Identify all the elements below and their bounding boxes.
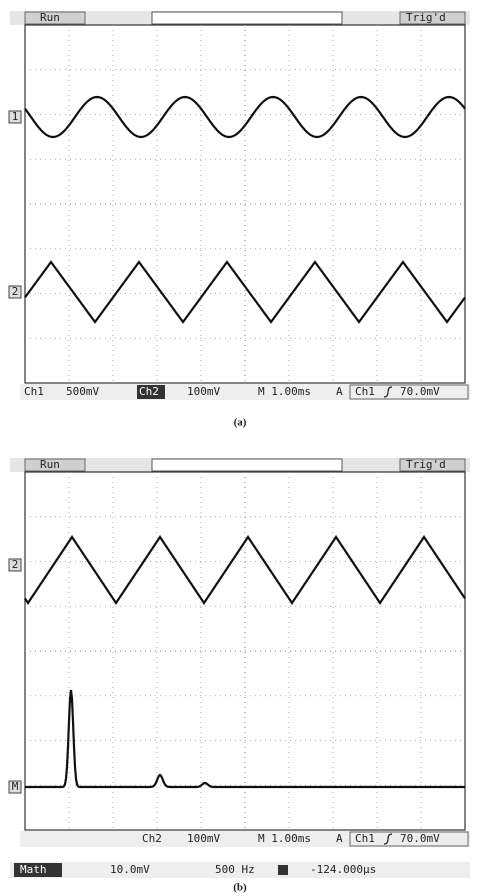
record-bar [151,11,343,25]
trigger-box [399,11,466,25]
trigger-status: Trig'd [406,11,446,24]
caption: (a) [234,417,247,429]
status-box [24,458,86,472]
status: Run [40,11,60,24]
math-label: Math [20,863,47,876]
ch2-box [137,385,165,399]
ch1-trace [24,95,466,139]
readout-bar [20,384,470,400]
ch2-label: Ch2 [139,385,159,398]
position-icon [278,865,288,875]
math-position: -124.000µs [310,863,376,876]
math-box [14,863,62,877]
trigger-status: Trig'd [406,458,446,471]
slope-icon [383,833,393,845]
channel-marker: 2 [12,558,19,571]
ch1-label: Ch1 [24,385,44,398]
channel-marker-box [8,110,22,124]
ch2-scale: 100mV [187,385,220,398]
status: Run [40,458,60,471]
ch2-trace [24,260,466,324]
trigger-mode: A [336,385,343,398]
status-box [24,11,86,25]
readout-bar [20,831,470,847]
trigger-readout-box [349,831,469,847]
record-bar [151,458,343,472]
channel-marker: 2 [12,285,19,298]
ch2-label: Ch2 [142,832,162,845]
ch1-scale: 500mV [66,385,99,398]
timebase: M 1.00ms [258,385,311,398]
trigger-source: Ch1 [355,385,375,398]
ch2-scale: 100mV [187,832,220,845]
channel-marker: 1 [12,110,19,123]
trigger-source: Ch1 [355,832,375,845]
timebase: M 1.00ms [258,832,311,845]
math-frequency: 500 Hz [215,863,255,876]
trigger-level: 70.0mV [400,385,440,398]
channel-marker-box [8,780,22,794]
trigger-mode: A [336,832,343,845]
channel-marker-box [8,285,22,299]
math-bar [10,862,470,878]
caption: (b) [233,882,247,894]
trigger-box [399,458,466,472]
ch2-trace [24,535,466,605]
slope-icon [383,386,393,398]
math-scale: 10.0mV [110,863,150,876]
channel-marker-box [8,558,22,572]
trigger-level: 70.0mV [400,832,440,845]
math-trace [25,689,465,789]
channel-marker: M [12,780,19,793]
trigger-readout-box [349,384,469,400]
